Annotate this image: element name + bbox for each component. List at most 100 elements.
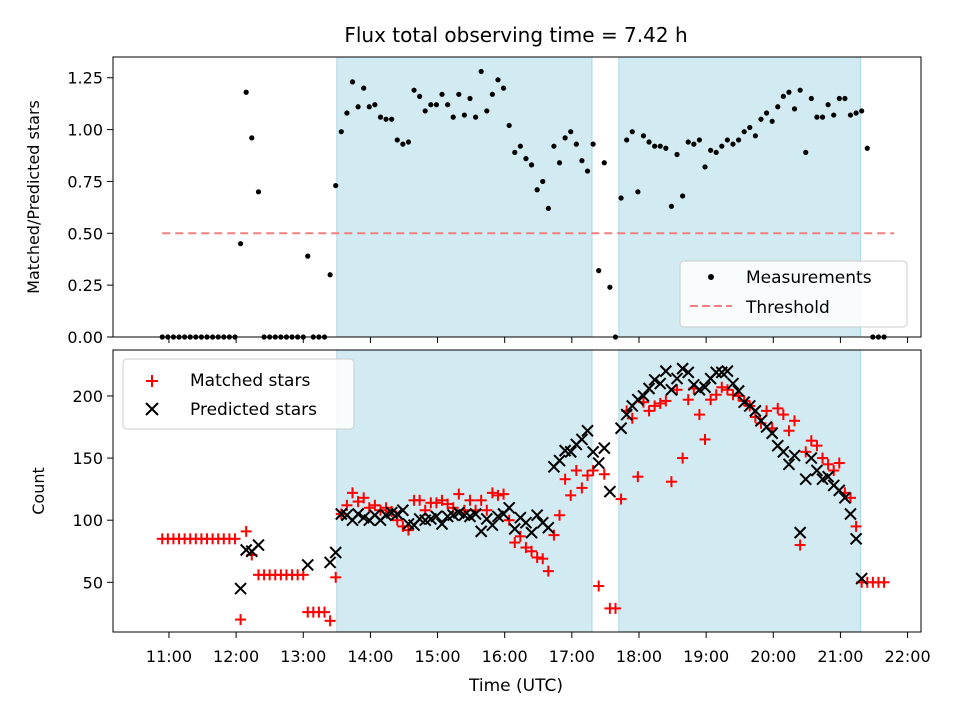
measurement-point bbox=[534, 187, 540, 193]
predicted-star-point bbox=[603, 485, 617, 498]
measurement-point bbox=[797, 87, 803, 93]
measurement-point bbox=[674, 151, 680, 158]
measurement-point bbox=[389, 116, 395, 122]
matched-star-point bbox=[609, 602, 621, 614]
matched-star-point bbox=[772, 402, 784, 414]
measurement-point bbox=[596, 268, 602, 274]
count-panel: 50 100 150 200 11:00 12:00 13:00 14:00 15:00 16:… bbox=[29, 349, 931, 696]
predicted-star-point bbox=[849, 532, 863, 546]
predicted-star-point bbox=[709, 366, 723, 379]
measurement-point bbox=[808, 95, 814, 102]
measurement-point bbox=[825, 102, 831, 108]
count-plot-frame bbox=[112, 349, 922, 633]
measurement-point bbox=[629, 129, 635, 135]
measurement-point bbox=[255, 189, 262, 195]
predicted-star-point bbox=[430, 510, 443, 523]
legend-measurements-marker bbox=[708, 274, 714, 280]
measurement-point bbox=[691, 141, 697, 147]
predicted-star-point bbox=[659, 364, 673, 378]
matched-star-point bbox=[665, 476, 677, 488]
matched-star-point bbox=[727, 389, 739, 401]
matched-star-point bbox=[593, 580, 605, 592]
matched-star-point bbox=[514, 530, 526, 542]
measurement-point bbox=[635, 189, 641, 195]
predicted-star-point bbox=[508, 522, 521, 536]
measurement-point bbox=[836, 95, 842, 102]
matched-star-point bbox=[297, 569, 309, 581]
predicted-star-point bbox=[844, 507, 857, 521]
measurement-point bbox=[763, 110, 770, 116]
matched-star-point bbox=[671, 384, 683, 396]
matched-star-point bbox=[850, 520, 862, 532]
predicted-star-point bbox=[676, 362, 689, 375]
measurement-point bbox=[791, 106, 798, 112]
measurement-point bbox=[680, 193, 686, 199]
ratio-y-tick-label: 1.00 bbox=[67, 121, 103, 140]
measurement-point bbox=[741, 129, 747, 135]
legend-measurements-label: Measurements bbox=[746, 268, 872, 288]
matched-star-point bbox=[481, 504, 493, 516]
measurement-point bbox=[338, 129, 344, 135]
predicted-star-point bbox=[721, 364, 734, 378]
matched-star-point bbox=[537, 553, 549, 565]
ratio-observing-window-1 bbox=[336, 56, 593, 338]
predicted-star-point bbox=[777, 445, 790, 459]
matched-star-point bbox=[660, 395, 672, 407]
measurement-point bbox=[489, 91, 495, 97]
matched-star-point bbox=[363, 502, 375, 514]
predicted-star-point bbox=[525, 526, 538, 539]
measurement-point bbox=[484, 108, 490, 114]
predicted-star-point bbox=[530, 509, 544, 522]
matched-star-point bbox=[475, 494, 487, 506]
matched-star-point bbox=[626, 412, 638, 424]
measurement-point bbox=[237, 241, 244, 247]
matched-star-point bbox=[352, 496, 364, 508]
measurement-point bbox=[702, 164, 708, 170]
matched-star-point bbox=[559, 473, 571, 485]
count-y-tick-label: 150 bbox=[72, 449, 103, 468]
measurement-point bbox=[467, 95, 473, 102]
matched-star-point bbox=[649, 400, 661, 412]
measurement-point bbox=[775, 104, 781, 110]
predicted-star-point bbox=[782, 458, 796, 471]
ratio-panel: 0.00 0.25 0.50 0.75 1.00 1.25 Matched/Predict… bbox=[24, 56, 922, 347]
predicted-star-point bbox=[833, 484, 846, 497]
measurement-point bbox=[624, 137, 630, 143]
predicted-star-point bbox=[665, 383, 678, 396]
predicted-star-point bbox=[788, 449, 801, 462]
matched-star-point bbox=[828, 465, 840, 477]
measurement-point bbox=[372, 102, 378, 108]
matched-star-point bbox=[749, 411, 761, 423]
measurement-point bbox=[607, 284, 613, 290]
measurement-point bbox=[579, 158, 585, 164]
predicted-star-point bbox=[749, 404, 762, 418]
measurement-point bbox=[747, 124, 753, 131]
measurement-point bbox=[417, 93, 423, 100]
predicted-star-point bbox=[598, 441, 611, 455]
measurement-point bbox=[478, 68, 484, 75]
measurement-point bbox=[495, 77, 501, 83]
predicted-star-point bbox=[553, 454, 566, 467]
measurement-point bbox=[556, 160, 563, 166]
matched-star-point bbox=[721, 384, 733, 396]
measurement-point bbox=[461, 112, 468, 118]
matched-star-point bbox=[430, 497, 442, 509]
matched-star-point bbox=[330, 571, 342, 583]
ratio-y-tick-label: 0.50 bbox=[67, 224, 103, 243]
matched-star-point bbox=[520, 542, 532, 554]
matched-star-point bbox=[682, 394, 694, 406]
measurement-point bbox=[618, 195, 624, 201]
matched-star-point bbox=[761, 405, 773, 417]
measurement-point bbox=[344, 110, 350, 116]
x-tick-label: 16:00 bbox=[482, 647, 528, 666]
predicted-star-point bbox=[737, 395, 751, 409]
measurement-point bbox=[735, 137, 742, 143]
measurement-point bbox=[663, 145, 669, 151]
matched-star-point bbox=[699, 433, 711, 445]
ratio-plot-frame bbox=[112, 56, 922, 338]
matched-star-point bbox=[531, 551, 543, 563]
measurement-point bbox=[333, 182, 339, 189]
measurement-point bbox=[366, 104, 372, 110]
ratio-legend: Measurements Threshold bbox=[679, 260, 908, 328]
